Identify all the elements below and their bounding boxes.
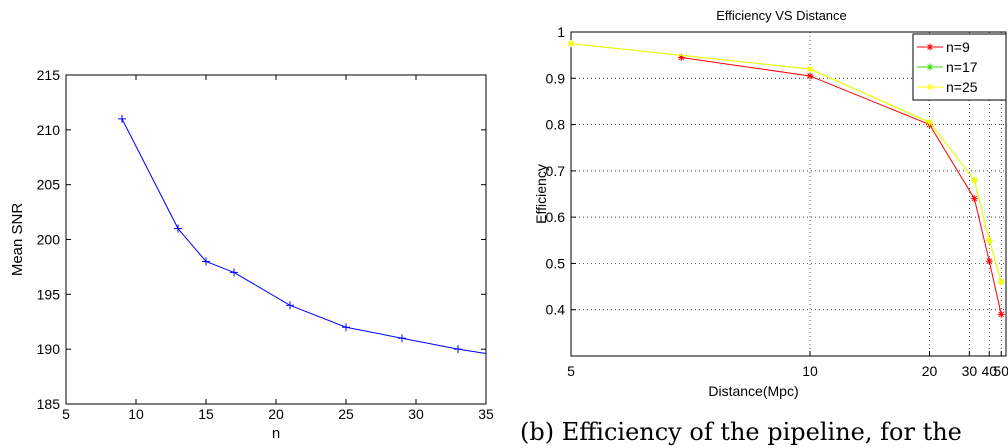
x-tick-label: 50 [993, 363, 1008, 379]
series-0 [118, 114, 487, 355]
y-tick-label: 0.4 [546, 302, 566, 318]
x-tick-label: 10 [128, 406, 144, 422]
legend-swatch-marker [926, 43, 934, 51]
data-point [174, 224, 182, 233]
data-point [970, 195, 978, 203]
data-point-d2 [998, 311, 1005, 318]
legend-label: n=25 [946, 79, 978, 95]
x-tick-label: 25 [338, 406, 354, 422]
legend-label: n=17 [946, 59, 978, 75]
data-point [806, 72, 814, 80]
y-tick-label: 210 [37, 122, 61, 138]
x-tick-label: 5 [567, 363, 575, 379]
data-point [454, 345, 462, 354]
x-tick-label: 30 [962, 363, 978, 379]
data-point [806, 65, 814, 73]
data-point-d2 [568, 40, 574, 47]
legend-label: n=9 [946, 39, 970, 55]
x-tick-label: 30 [408, 406, 424, 422]
data-point-d2 [986, 258, 993, 264]
data-point [997, 310, 1005, 318]
mean-snr-chart-svg: 5 10 15 20 25 30 35 185 190 195 200 205 210 215 n Mean … [9, 67, 494, 442]
legend-swatch-marker-d2 [927, 64, 933, 70]
legend-item: n=25 [917, 79, 978, 95]
y-tick-label: 0.5 [546, 255, 566, 271]
y-tick-label: 195 [37, 286, 61, 302]
data-point-d2 [986, 237, 993, 244]
data-point-d2 [998, 279, 1005, 285]
legend-swatch-marker-d2 [927, 84, 933, 90]
x-tick-label: 5 [62, 406, 70, 422]
legend-item: n=17 [917, 59, 978, 75]
data-point [286, 301, 294, 310]
x-axis-label: n [272, 425, 280, 442]
x-axis-label: Distance(Mpc) [708, 383, 798, 399]
y-tick-label: 1 [557, 24, 565, 40]
data-point [118, 114, 126, 123]
y-tick-label: 215 [37, 67, 61, 83]
legend-item: n=9 [917, 39, 970, 55]
y-axis-label: Mean SNR [9, 203, 26, 277]
y-tick-label: 185 [37, 396, 61, 412]
y-tick-label: 205 [37, 177, 61, 193]
series-line [570, 43, 1002, 283]
legend: n=9 n=17 n=25 [912, 33, 1007, 101]
plot-area [65, 74, 487, 405]
x-tick-label: 10 [802, 363, 818, 379]
data-point [230, 268, 238, 277]
series-n=25 [567, 40, 1005, 286]
data-point [985, 236, 993, 244]
x-tick-label: 20 [268, 406, 284, 422]
y-tick-label: 0.9 [546, 70, 566, 86]
data-point [970, 176, 978, 184]
x-tick-label: 20 [922, 363, 938, 379]
legend-swatch-marker-d2 [927, 44, 933, 50]
legend-swatch-marker [926, 63, 934, 71]
x-tick-label: 40 [981, 363, 997, 379]
data-point [567, 40, 575, 48]
data-point-d2 [971, 177, 978, 183]
y-tick-label: 200 [37, 232, 61, 248]
data-point [926, 118, 934, 126]
y-axis-label: Efficiency [533, 164, 549, 224]
x-tick-label: 35 [478, 406, 494, 422]
figure-caption: (b) Efficiency of the pipeline, for the [520, 418, 962, 446]
series-line [681, 56, 1002, 315]
data-point [342, 323, 350, 332]
legend-swatch-marker [926, 83, 934, 91]
data-point-d2 [807, 66, 813, 72]
data-point [202, 257, 210, 266]
y-tick-label: 0.7 [546, 163, 566, 179]
y-tick-label: 0.8 [546, 117, 566, 133]
y-tick-label: 190 [37, 341, 61, 357]
y-tick-label: 0.6 [546, 209, 566, 225]
data-point-d2 [807, 73, 813, 79]
data-point-d2 [971, 195, 978, 202]
data-point [398, 334, 406, 343]
data-point-d2 [926, 119, 933, 126]
data-point [997, 278, 1005, 286]
chart-title: Efficiency VS Distance [716, 8, 847, 23]
data-point [985, 257, 993, 265]
x-tick-label: 15 [198, 406, 214, 422]
